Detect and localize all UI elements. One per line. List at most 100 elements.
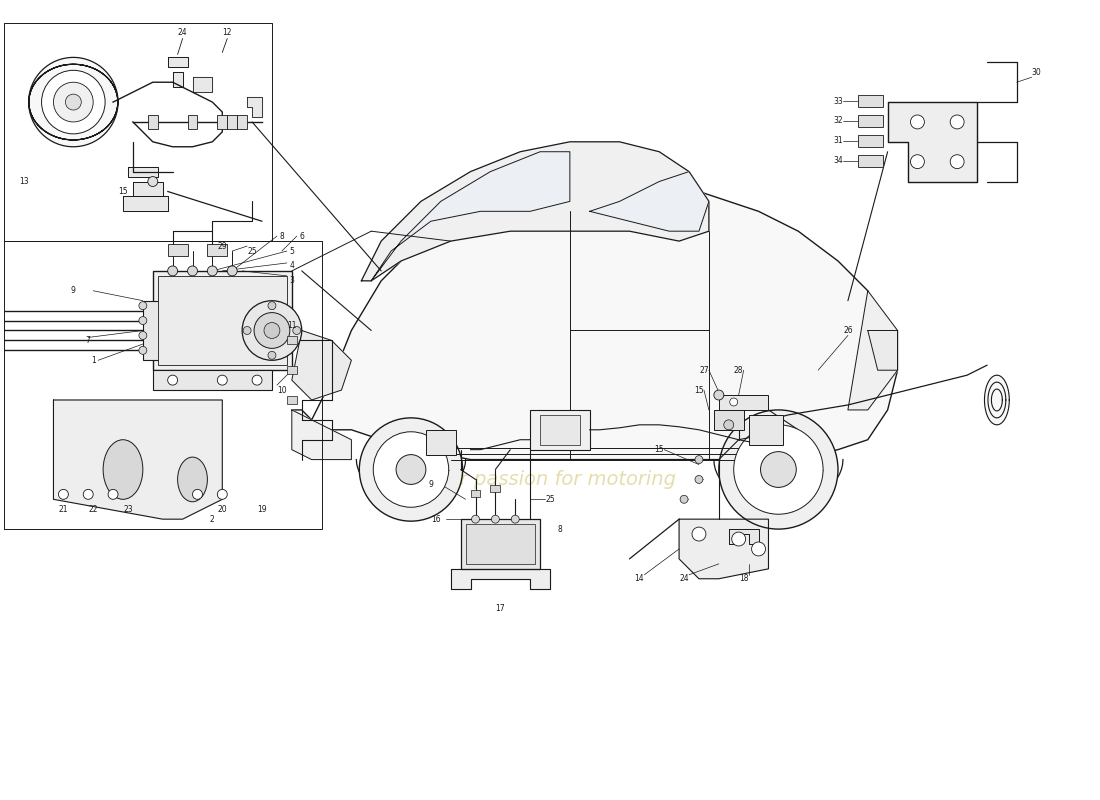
Circle shape [139, 331, 146, 339]
Circle shape [360, 418, 463, 521]
Text: TUTTOFE: TUTTOFE [366, 386, 734, 454]
Text: 15: 15 [694, 386, 704, 394]
Circle shape [680, 495, 688, 503]
Text: 14: 14 [635, 574, 645, 583]
Text: 18: 18 [739, 574, 748, 583]
Circle shape [744, 434, 813, 504]
Bar [287, 396, 297, 404]
Circle shape [729, 398, 738, 406]
Text: 3: 3 [289, 276, 294, 286]
Circle shape [242, 301, 301, 360]
Polygon shape [292, 330, 351, 400]
Polygon shape [292, 182, 898, 459]
Circle shape [512, 515, 519, 523]
Circle shape [718, 410, 838, 529]
Circle shape [724, 420, 734, 430]
Text: 15: 15 [654, 445, 664, 454]
Circle shape [268, 351, 276, 359]
Circle shape [732, 532, 746, 546]
Ellipse shape [177, 457, 208, 502]
Circle shape [65, 94, 81, 110]
Bar [187, 115, 198, 129]
Polygon shape [54, 400, 222, 519]
Circle shape [187, 266, 198, 276]
Circle shape [760, 452, 796, 487]
Circle shape [396, 454, 426, 485]
Text: 33: 33 [833, 97, 843, 106]
Text: 26: 26 [843, 326, 852, 335]
Text: 13: 13 [19, 177, 29, 186]
Bar [858, 115, 882, 127]
Polygon shape [888, 102, 977, 182]
Circle shape [472, 515, 480, 523]
Text: 19: 19 [257, 505, 267, 514]
Bar [157, 276, 287, 366]
Text: 22: 22 [88, 505, 98, 514]
Text: 10: 10 [277, 386, 287, 394]
Circle shape [950, 154, 964, 169]
Polygon shape [128, 166, 157, 177]
Text: 15: 15 [118, 187, 128, 196]
Circle shape [208, 266, 218, 276]
Bar [208, 244, 228, 256]
Circle shape [293, 326, 300, 334]
Bar [218, 115, 228, 129]
Bar [167, 244, 187, 256]
Bar [461, 519, 540, 569]
Polygon shape [984, 375, 1010, 425]
Text: 28: 28 [734, 366, 744, 374]
Circle shape [167, 266, 177, 276]
Text: 8: 8 [558, 525, 562, 534]
Circle shape [139, 346, 146, 354]
Bar [714, 410, 744, 430]
Bar [143, 301, 173, 360]
Polygon shape [173, 72, 183, 87]
Circle shape [695, 475, 703, 483]
Circle shape [911, 115, 924, 129]
Circle shape [192, 490, 202, 499]
Text: 5: 5 [289, 246, 294, 255]
Text: 16: 16 [431, 514, 441, 524]
Circle shape [751, 542, 766, 556]
Text: 34: 34 [833, 156, 843, 165]
Polygon shape [292, 410, 351, 459]
Circle shape [692, 527, 706, 541]
Bar [147, 115, 157, 129]
Text: 27: 27 [700, 366, 708, 374]
Bar [153, 370, 272, 390]
Circle shape [911, 154, 924, 169]
Text: 23: 23 [123, 505, 133, 514]
Text: 25: 25 [546, 495, 554, 504]
Text: 9: 9 [428, 480, 433, 489]
Circle shape [243, 326, 251, 334]
Circle shape [42, 70, 106, 134]
Circle shape [492, 515, 499, 523]
Text: 2: 2 [210, 514, 214, 524]
Circle shape [695, 456, 703, 463]
Polygon shape [361, 142, 708, 281]
Circle shape [218, 375, 228, 385]
Circle shape [228, 266, 238, 276]
Polygon shape [248, 97, 262, 117]
Bar [718, 395, 769, 410]
Text: 32: 32 [833, 117, 843, 126]
Circle shape [268, 302, 276, 310]
Circle shape [167, 375, 177, 385]
Bar [858, 95, 882, 107]
Bar [540, 415, 580, 445]
Text: 9: 9 [70, 286, 76, 295]
Bar [530, 410, 590, 450]
Polygon shape [728, 529, 759, 544]
Bar [426, 430, 455, 454]
Bar [465, 524, 535, 564]
Bar [491, 486, 501, 492]
Circle shape [108, 490, 118, 499]
Text: 8: 8 [279, 232, 284, 241]
Circle shape [29, 58, 118, 146]
Circle shape [54, 82, 94, 122]
Circle shape [58, 490, 68, 499]
Text: your passion for motoring: your passion for motoring [424, 470, 676, 489]
Text: 25: 25 [248, 246, 257, 255]
Polygon shape [451, 569, 550, 589]
Text: 12: 12 [222, 28, 232, 37]
